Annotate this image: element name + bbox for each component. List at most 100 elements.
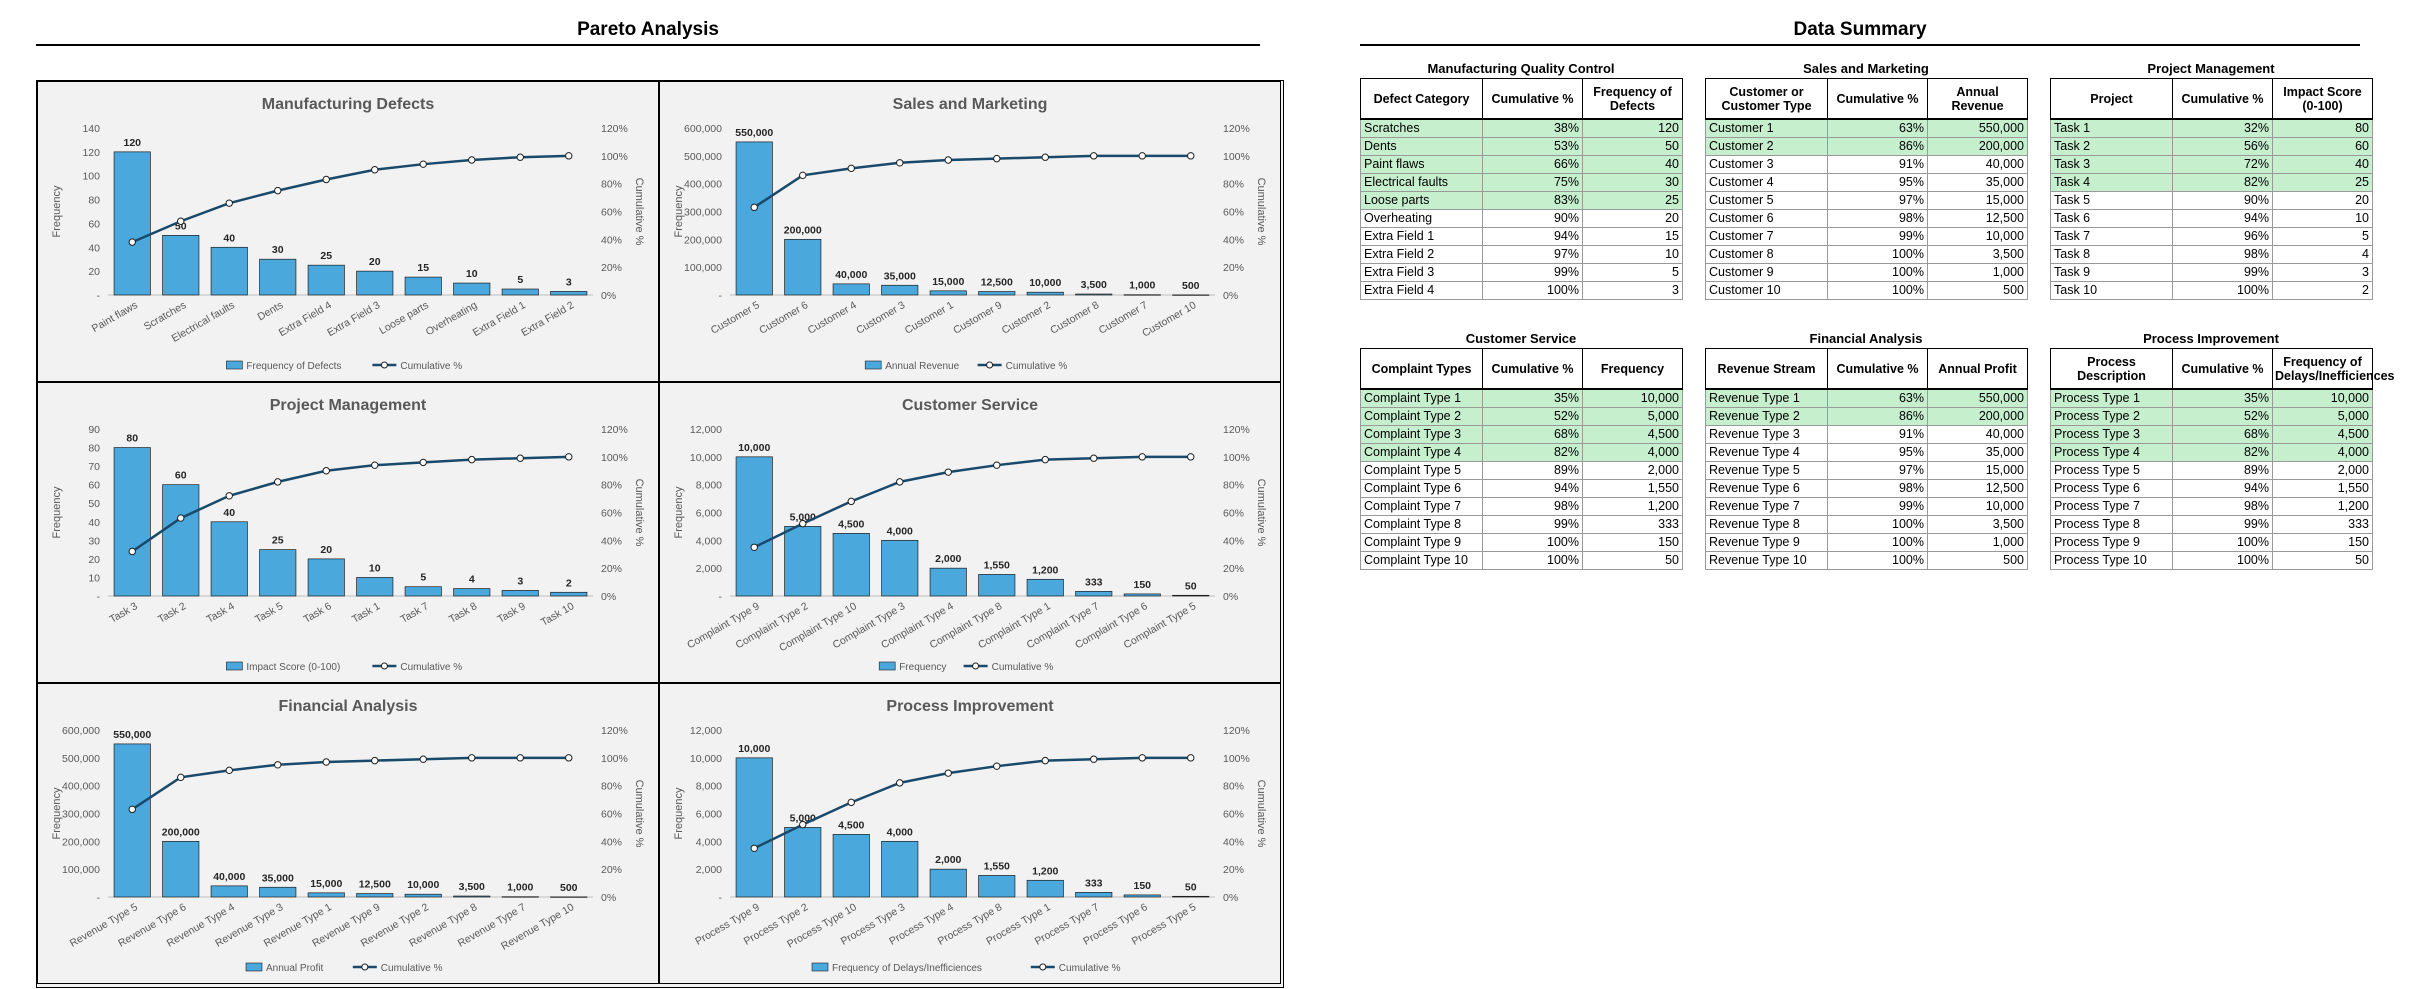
table-cell[interactable]: 56% — [2172, 137, 2273, 156]
table-cell[interactable]: 2,000 — [1582, 461, 1683, 480]
table-cell[interactable]: 4,500 — [1582, 425, 1683, 444]
table-cell[interactable]: 10,000 — [1927, 227, 2028, 246]
table-cell[interactable]: 4 — [2272, 245, 2373, 264]
table-cell[interactable]: Process Type 7 — [2050, 497, 2173, 516]
table-cell[interactable]: Customer 8 — [1705, 245, 1828, 264]
table-header-cell[interactable]: Cumulative % — [1482, 348, 1583, 390]
table-cell[interactable]: 86% — [1827, 137, 1928, 156]
table-cell[interactable]: 40,000 — [1927, 425, 2028, 444]
table-cell[interactable]: Customer 4 — [1705, 173, 1828, 192]
table-cell[interactable]: Revenue Type 3 — [1705, 425, 1828, 444]
table-cell[interactable]: 4,000 — [2272, 443, 2373, 462]
table-cell[interactable]: 99% — [1482, 263, 1583, 282]
table-header-cell[interactable]: Cumulative % — [1482, 78, 1583, 120]
table-cell[interactable]: Task 1 — [2050, 118, 2173, 138]
table-cell[interactable]: 94% — [1482, 227, 1583, 246]
table-cell[interactable]: Customer 1 — [1705, 118, 1828, 138]
table-cell[interactable]: Revenue Type 1 — [1705, 388, 1828, 408]
table-cell[interactable]: 12,500 — [1927, 479, 2028, 498]
table-header-cell[interactable]: Cumulative % — [1827, 78, 1928, 120]
table-cell[interactable]: Extra Field 4 — [1360, 281, 1483, 300]
table-cell[interactable]: Loose parts — [1360, 191, 1483, 210]
table-header-cell[interactable]: Cumulative % — [1827, 348, 1928, 390]
table-cell[interactable]: 94% — [1482, 479, 1583, 498]
table-cell[interactable]: 4,000 — [1582, 443, 1683, 462]
table-header-cell[interactable]: Process Description — [2050, 348, 2173, 390]
table-cell[interactable]: 99% — [2172, 515, 2273, 534]
table-cell[interactable]: 89% — [1482, 461, 1583, 480]
table-cell[interactable]: 99% — [1827, 227, 1928, 246]
table-cell[interactable]: 5 — [2272, 227, 2373, 246]
table-cell[interactable]: Extra Field 3 — [1360, 263, 1483, 282]
table-cell[interactable]: Revenue Type 8 — [1705, 515, 1828, 534]
table-cell[interactable]: Task 5 — [2050, 191, 2173, 210]
table-cell[interactable]: 10 — [1582, 245, 1683, 264]
table-cell[interactable]: 89% — [2172, 461, 2273, 480]
table-cell[interactable]: 63% — [1827, 118, 1928, 138]
table-cell[interactable]: 25 — [2272, 173, 2373, 192]
table-cell[interactable]: Revenue Type 5 — [1705, 461, 1828, 480]
table-cell[interactable]: 72% — [2172, 155, 2273, 174]
table-cell[interactable]: 100% — [1827, 551, 1928, 570]
table-cell[interactable]: Task 3 — [2050, 155, 2173, 174]
table-header-cell[interactable]: Frequency — [1582, 348, 1683, 390]
table-cell[interactable]: 32% — [2172, 118, 2273, 138]
table-cell[interactable]: Task 6 — [2050, 209, 2173, 228]
table-cell[interactable]: Process Type 2 — [2050, 407, 2173, 426]
table-cell[interactable]: 1,000 — [1927, 533, 2028, 552]
table-cell[interactable]: Extra Field 1 — [1360, 227, 1483, 246]
table-cell[interactable]: 3 — [2272, 263, 2373, 282]
table-cell[interactable]: Complaint Type 1 — [1360, 388, 1483, 408]
table-cell[interactable]: 98% — [1827, 209, 1928, 228]
table-cell[interactable]: 3 — [1582, 281, 1683, 300]
table-cell[interactable]: 91% — [1827, 155, 1928, 174]
table-cell[interactable]: 75% — [1482, 173, 1583, 192]
table-cell[interactable]: Paint flaws — [1360, 155, 1483, 174]
table-cell[interactable]: 1,200 — [2272, 497, 2373, 516]
table-cell[interactable]: Complaint Type 6 — [1360, 479, 1483, 498]
table-header-cell[interactable]: Revenue Stream — [1705, 348, 1828, 390]
table-cell[interactable]: Extra Field 2 — [1360, 245, 1483, 264]
table-cell[interactable]: Complaint Type 9 — [1360, 533, 1483, 552]
table-cell[interactable]: 52% — [2172, 407, 2273, 426]
table-cell[interactable]: 12,500 — [1927, 209, 2028, 228]
table-header-cell[interactable]: Defect Category — [1360, 78, 1483, 120]
table-cell[interactable]: Task 9 — [2050, 263, 2173, 282]
table-cell[interactable]: Overheating — [1360, 209, 1483, 228]
table-header-cell[interactable]: Annual Profit — [1927, 348, 2028, 390]
table-cell[interactable]: 68% — [1482, 425, 1583, 444]
table-cell[interactable]: 4,500 — [2272, 425, 2373, 444]
table-cell[interactable]: 100% — [1482, 551, 1583, 570]
table-cell[interactable]: 100% — [1827, 245, 1928, 264]
table-cell[interactable]: 3,500 — [1927, 245, 2028, 264]
table-cell[interactable]: 99% — [1827, 497, 1928, 516]
table-cell[interactable]: 333 — [1582, 515, 1683, 534]
table-cell[interactable]: 500 — [1927, 551, 2028, 570]
table-cell[interactable]: 200,000 — [1927, 137, 2028, 156]
table-cell[interactable]: Task 4 — [2050, 173, 2173, 192]
table-cell[interactable]: Revenue Type 10 — [1705, 551, 1828, 570]
table-cell[interactable]: 5,000 — [1582, 407, 1683, 426]
table-cell[interactable]: 94% — [2172, 209, 2273, 228]
table-cell[interactable]: 1,550 — [1582, 479, 1683, 498]
table-cell[interactable]: 20 — [2272, 191, 2373, 210]
table-cell[interactable]: Complaint Type 4 — [1360, 443, 1483, 462]
table-cell[interactable]: Process Type 3 — [2050, 425, 2173, 444]
table-cell[interactable]: 86% — [1827, 407, 1928, 426]
table-cell[interactable]: 100% — [1827, 515, 1928, 534]
table-cell[interactable]: 35% — [1482, 388, 1583, 408]
table-cell[interactable]: 550,000 — [1927, 118, 2028, 138]
table-cell[interactable]: 1,550 — [2272, 479, 2373, 498]
table-cell[interactable]: Electrical faults — [1360, 173, 1483, 192]
table-cell[interactable]: 40 — [2272, 155, 2373, 174]
table-cell[interactable]: 333 — [2272, 515, 2373, 534]
table-cell[interactable]: 98% — [2172, 245, 2273, 264]
table-cell[interactable]: 80 — [2272, 118, 2373, 138]
table-cell[interactable]: 35% — [2172, 388, 2273, 408]
chart-panel-process[interactable]: Process Improvement - 2,000 4,000 6,000 8,000… — [659, 683, 1281, 984]
table-cell[interactable]: Customer 2 — [1705, 137, 1828, 156]
table-cell[interactable]: 100% — [1827, 263, 1928, 282]
table-cell[interactable]: Process Type 9 — [2050, 533, 2173, 552]
table-cell[interactable]: 100% — [1827, 281, 1928, 300]
table-cell[interactable]: 82% — [2172, 443, 2273, 462]
